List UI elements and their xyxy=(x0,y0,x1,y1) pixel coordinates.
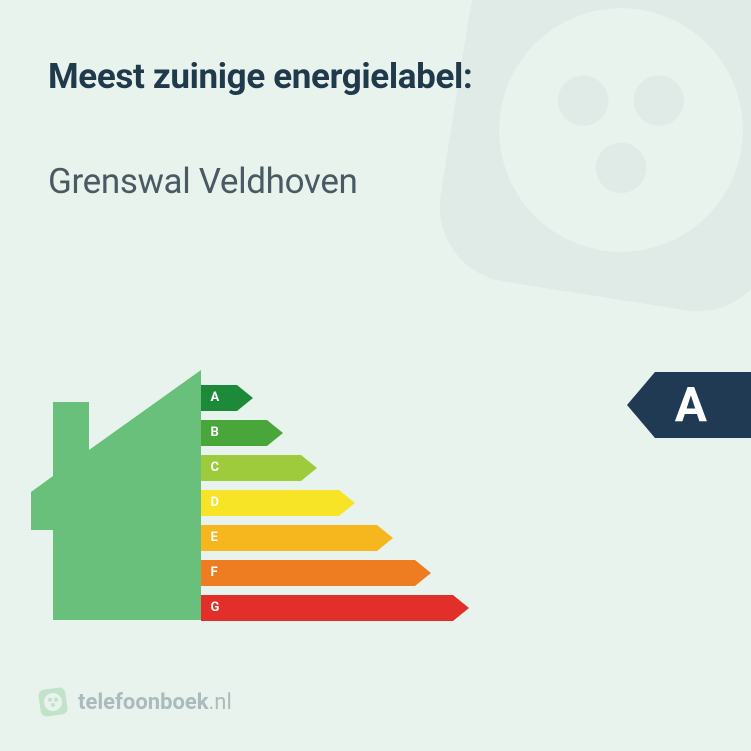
rating-banner: A xyxy=(655,372,751,438)
energy-bar-row: E xyxy=(201,520,469,555)
energy-bar-label: C xyxy=(201,455,301,481)
energy-bar-c: C xyxy=(201,455,317,481)
card-container: Meest zuinige energielabel: Grenswal Vel… xyxy=(0,0,751,751)
chevron-right-icon xyxy=(377,525,393,551)
energy-bar-row: G xyxy=(201,590,469,625)
energy-bar-label: B xyxy=(201,420,267,446)
energy-bar-row: C xyxy=(201,450,469,485)
brand-name-light: .nl xyxy=(209,690,232,715)
energy-bar-row: A xyxy=(201,380,469,415)
energy-bar-e: E xyxy=(201,525,393,551)
energy-bar-label: E xyxy=(201,525,377,551)
energy-bar-f: F xyxy=(201,560,431,586)
energy-bar-row: B xyxy=(201,415,469,450)
chevron-right-icon xyxy=(237,385,253,411)
brand-logo-icon xyxy=(38,687,68,717)
chevron-right-icon xyxy=(301,455,317,481)
energy-bar-d: D xyxy=(201,490,355,516)
energy-bar-label: A xyxy=(201,385,237,411)
energy-bars: ABCDEFG xyxy=(201,380,469,625)
energy-bar-a: A xyxy=(201,385,253,411)
rating-value: A xyxy=(655,372,751,438)
energy-bar-label: F xyxy=(201,560,415,586)
energy-bar-row: D xyxy=(201,485,469,520)
energy-bar-label: D xyxy=(201,490,339,516)
chevron-right-icon xyxy=(453,595,469,621)
energy-bar-g: G xyxy=(201,595,469,621)
house-icon xyxy=(31,370,201,620)
chevron-right-icon xyxy=(415,560,431,586)
energy-bar-row: F xyxy=(201,555,469,590)
rating-arrow-icon xyxy=(627,372,655,438)
energy-bar-label: G xyxy=(201,595,453,621)
footer-text: telefoonboek.nl xyxy=(78,690,232,715)
chevron-right-icon xyxy=(339,490,355,516)
chevron-right-icon xyxy=(267,420,283,446)
footer-brand: telefoonboek.nl xyxy=(38,687,232,717)
page-title: Meest zuinige energielabel: xyxy=(48,56,703,97)
brand-name-bold: telefoonboek xyxy=(78,690,209,715)
energy-bar-b: B xyxy=(201,420,283,446)
page-subtitle: Grenswal Veldhoven xyxy=(48,161,703,202)
